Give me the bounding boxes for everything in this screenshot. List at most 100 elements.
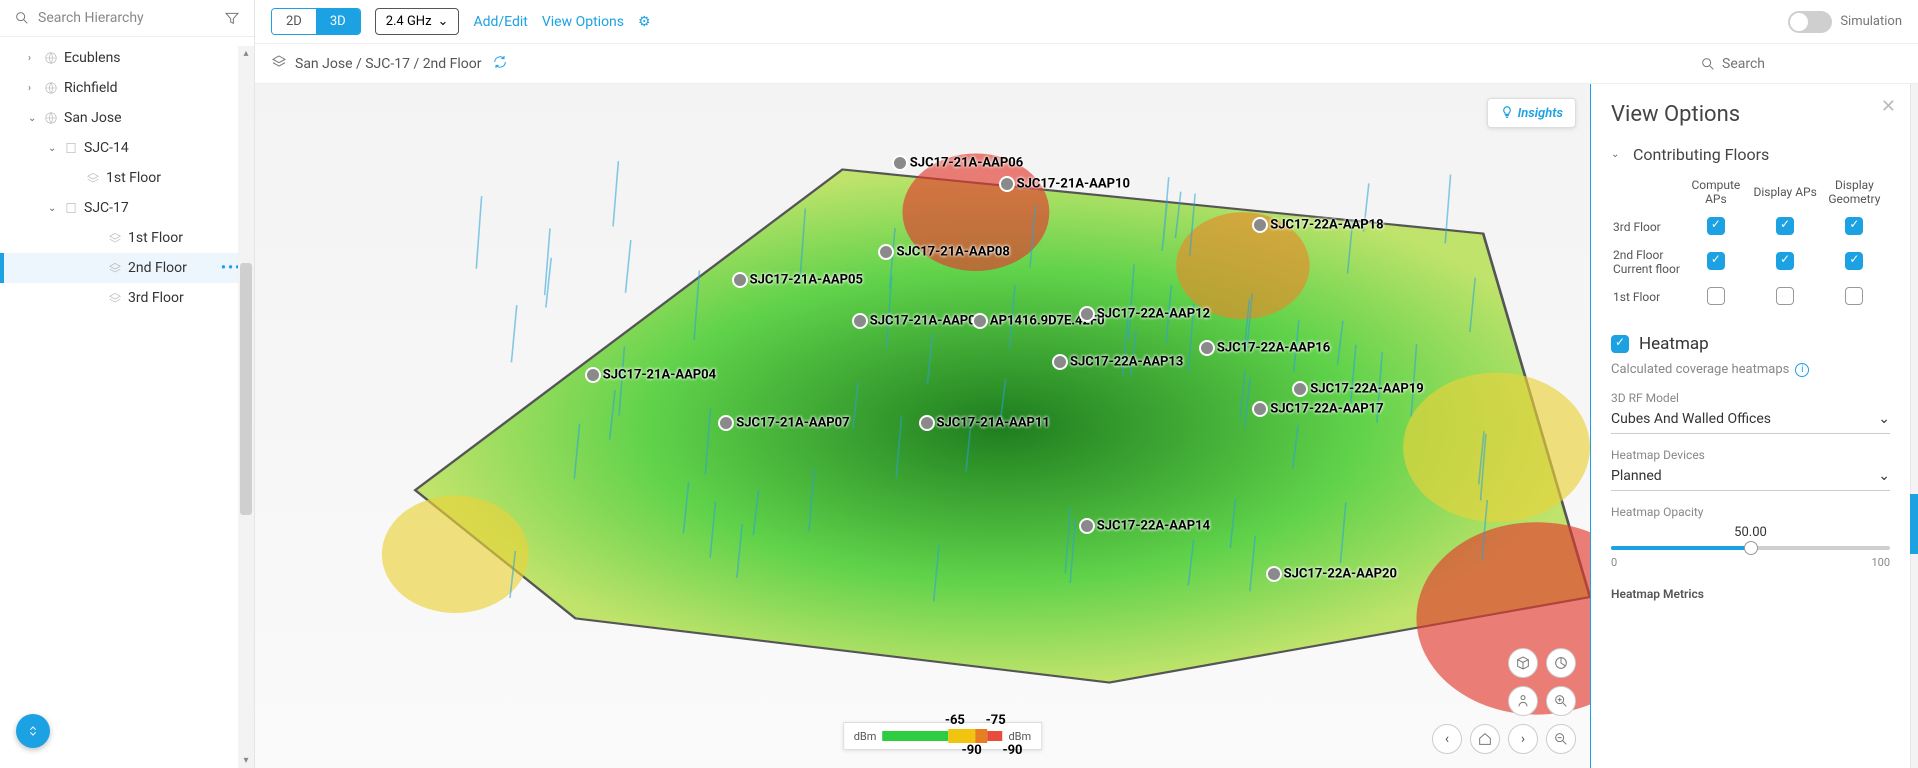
frequency-select[interactable]: 2.4 GHz ⌄ — [375, 8, 460, 35]
ap-marker[interactable]: SJC17-21A-AAP07 — [718, 415, 849, 431]
expand-collapse-fab[interactable] — [16, 714, 50, 748]
rf-model-select[interactable]: Cubes And Walled Offices⌄ — [1611, 405, 1890, 434]
breadcrumb-path[interactable]: San Jose / SJC-17 / 2nd Floor — [295, 56, 482, 72]
tree-node-label: 3rd Floor — [128, 290, 184, 306]
add-edit-link[interactable]: Add/Edit — [473, 14, 527, 30]
matrix-checkbox[interactable] — [1845, 287, 1863, 305]
pie-icon[interactable] — [1546, 648, 1576, 678]
tree-node[interactable]: ›Richfield — [0, 73, 254, 103]
gear-icon[interactable]: ⚙ — [638, 14, 651, 30]
tree-node-label: SJC-14 — [84, 140, 129, 156]
floor-3d-canvas[interactable]: Insights dBm -65 -75 -90 -90 dBm — [255, 84, 1590, 768]
layers-icon — [271, 54, 287, 74]
ap-marker[interactable]: SJC17-22A-AAP17 — [1252, 401, 1383, 417]
zoom-out-icon[interactable] — [1546, 724, 1576, 754]
scroll-up-arrow[interactable]: ▴ — [238, 48, 254, 59]
right-rail[interactable] — [1910, 84, 1918, 768]
person-icon[interactable] — [1508, 686, 1538, 716]
floor-search-input[interactable] — [1722, 56, 1902, 72]
matrix-row-label: 3rd Floor — [1613, 214, 1680, 240]
matrix-checkbox[interactable] — [1776, 252, 1794, 270]
tree-node[interactable]: 1st Floor — [0, 223, 254, 253]
ap-marker[interactable]: SJC17-22A-AAP18 — [1252, 217, 1383, 233]
opacity-slider[interactable]: 50.00 0 100 — [1611, 525, 1890, 569]
sidebar-scrollbar[interactable]: ▴ ▾ — [238, 46, 254, 768]
tree-node[interactable]: ⌄SJC-14 — [0, 133, 254, 163]
tree-node[interactable]: 3rd Floor — [0, 283, 254, 313]
tree-node-label: 1st Floor — [106, 170, 161, 186]
tree-node-label: San Jose — [64, 110, 122, 126]
signal-legend: dBm -65 -75 -90 -90 dBm — [843, 722, 1042, 750]
heatmap-subtitle-row: Calculated coverage heatmaps i — [1611, 362, 1890, 377]
search-icon — [1700, 56, 1716, 72]
hierarchy-sidebar: ›Ecublens›Richfield⌄San Jose⌄SJC-141st F… — [0, 0, 255, 768]
chevron-icon: › — [28, 83, 38, 94]
matrix-checkbox[interactable] — [1845, 217, 1863, 235]
refresh-icon[interactable] — [492, 54, 508, 74]
view-2d-button[interactable]: 2D — [272, 9, 316, 34]
opacity-value: 50.00 — [1611, 525, 1890, 540]
hierarchy-search-input[interactable] — [38, 10, 216, 26]
matrix-row: 2nd Floor Current floor — [1613, 242, 1888, 282]
filter-icon[interactable] — [224, 10, 240, 26]
ap-marker[interactable]: SJC17-22A-AAP20 — [1266, 566, 1397, 582]
tree-node[interactable]: ⌄ San Jose — [0, 103, 254, 133]
scroll-down-arrow[interactable]: ▾ — [238, 755, 254, 766]
opacity-label: Heatmap Opacity — [1611, 505, 1890, 519]
view-mode-segment: 2D 3D — [271, 8, 361, 35]
ap-marker[interactable]: SJC17-21A-AAP10 — [999, 176, 1130, 192]
ap-marker[interactable]: SJC17-22A-AAP12 — [1079, 306, 1210, 322]
matrix-checkbox[interactable] — [1707, 217, 1725, 235]
matrix-row-label: 2nd Floor Current floor — [1613, 242, 1680, 282]
chevron-icon: ⌄ — [48, 203, 58, 214]
info-icon[interactable]: i — [1795, 363, 1809, 377]
ap-marker[interactable]: SJC17-22A-AAP14 — [1079, 518, 1210, 534]
matrix-checkbox[interactable] — [1776, 287, 1794, 305]
ap-marker[interactable]: SJC17-21A-AAP09 — [852, 313, 983, 329]
ap-marker[interactable]: SJC17-21A-AAP05 — [732, 272, 863, 288]
heatmap-devices-select[interactable]: Planned⌄ — [1611, 462, 1890, 491]
ap-marker[interactable]: SJC17-22A-AAP16 — [1199, 340, 1330, 356]
contributing-floors-header[interactable]: ⌄ Contributing Floors — [1611, 145, 1890, 164]
bulb-icon — [1500, 105, 1514, 119]
ap-marker[interactable]: SJC17-21A-AAP06 — [892, 155, 1023, 171]
matrix-checkbox[interactable] — [1845, 252, 1863, 270]
legend-val-d: -90 — [1002, 743, 1022, 758]
right-rail-tab[interactable] — [1910, 494, 1918, 554]
ap-marker[interactable]: SJC17-21A-AAP04 — [585, 367, 716, 383]
heatmap-checkbox[interactable] — [1611, 335, 1629, 353]
view-options-link[interactable]: View Options — [542, 14, 624, 30]
cube-icon[interactable] — [1508, 648, 1538, 678]
heatmap-subtitle: Calculated coverage heatmaps — [1611, 362, 1789, 377]
close-icon[interactable]: ✕ — [1881, 96, 1896, 117]
ap-marker[interactable]: SJC17-22A-AAP13 — [1052, 354, 1183, 370]
matrix-row-label: 1st Floor — [1613, 284, 1680, 310]
nav-right-icon[interactable]: › — [1508, 724, 1538, 754]
tree-node[interactable]: 2nd Floor••• — [0, 253, 254, 283]
matrix-checkbox[interactable] — [1776, 217, 1794, 235]
tree-node[interactable]: ›Ecublens — [0, 43, 254, 73]
matrix-checkbox[interactable] — [1707, 287, 1725, 305]
scroll-thumb[interactable] — [240, 263, 252, 516]
opacity-min: 0 — [1611, 556, 1617, 569]
ap-marker[interactable]: SJC17-21A-AAP11 — [919, 415, 1050, 431]
tree-node[interactable]: 1st Floor — [0, 163, 254, 193]
opacity-max: 100 — [1871, 556, 1890, 569]
home-icon[interactable] — [1470, 724, 1500, 754]
heatmap-label: Heatmap — [1639, 334, 1709, 354]
ap-marker[interactable]: SJC17-22A-AAP19 — [1292, 381, 1423, 397]
floor-search — [1700, 56, 1902, 72]
matrix-col-compute: Compute APs — [1682, 178, 1749, 212]
ap-marker[interactable]: SJC17-21A-AAP08 — [878, 244, 1009, 260]
chevron-icon: ⌄ — [28, 113, 38, 124]
tree-node[interactable]: ⌄SJC-17 — [0, 193, 254, 223]
insights-button[interactable]: Insights — [1487, 98, 1576, 128]
view-3d-button[interactable]: 3D — [316, 9, 360, 34]
simulation-switch[interactable] — [1788, 11, 1832, 33]
legend-val-a: -65 — [945, 713, 965, 728]
main-area: 2D 3D 2.4 GHz ⌄ Add/Edit View Options ⚙ … — [255, 0, 1918, 768]
matrix-checkbox[interactable] — [1707, 252, 1725, 270]
matrix-col-display-geom: Display Geometry — [1821, 178, 1888, 212]
nav-left-icon[interactable]: ‹ — [1432, 724, 1462, 754]
zoom-in-icon[interactable] — [1546, 686, 1576, 716]
